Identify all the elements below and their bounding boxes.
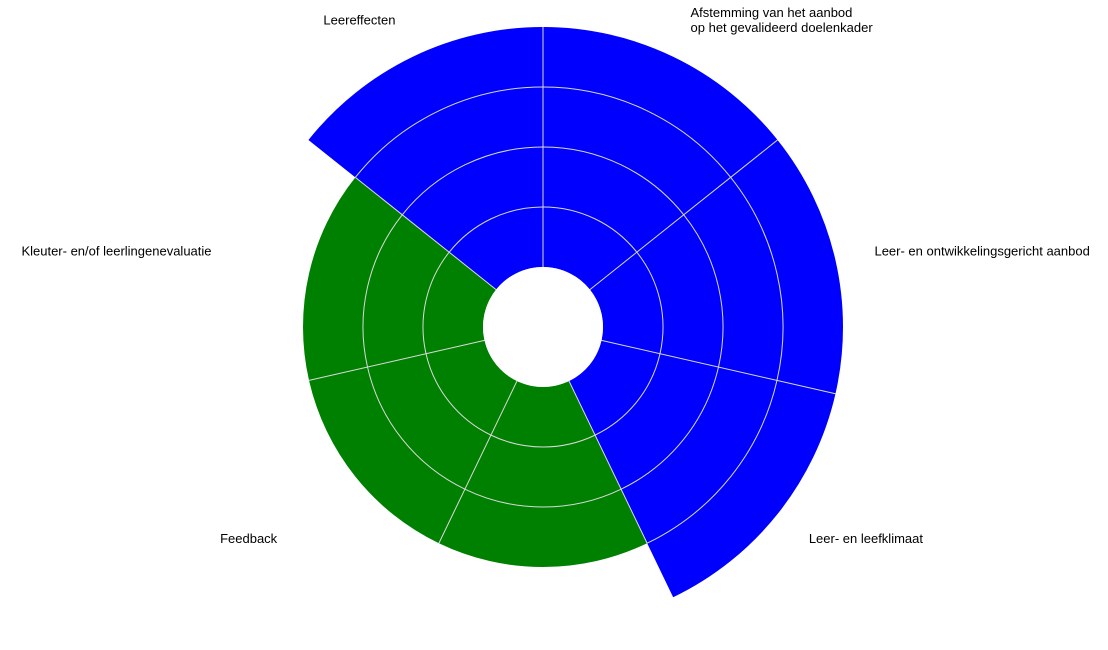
grid-ring-arc xyxy=(448,206,544,253)
grid-ring-arc xyxy=(367,366,466,490)
category-label: Feedback xyxy=(220,531,278,546)
grid-ring-arc xyxy=(542,206,638,253)
grid-ring-arc xyxy=(542,86,732,178)
category-label: Leer- en leefklimaat xyxy=(809,531,924,546)
segment-5 xyxy=(309,340,517,544)
grid-ring-arc xyxy=(490,434,596,448)
labels-layer: Afstemming van het aanbod op het gevalide… xyxy=(21,5,1089,546)
segment-1 xyxy=(543,27,778,290)
segment-6 xyxy=(303,177,497,381)
segment-2 xyxy=(589,139,843,394)
category-label: Afstemming van het aanbod op het gevalide… xyxy=(691,5,874,35)
segments-layer xyxy=(303,27,843,598)
category-label: Leer- en ontwikkelingsgericht aanbod xyxy=(874,243,1089,258)
grid-spoke xyxy=(601,339,836,395)
grid-ring-arc xyxy=(425,353,492,436)
segment-4 xyxy=(438,381,648,567)
grid-ring-arc xyxy=(620,366,719,490)
segment-3 xyxy=(569,340,836,598)
grid-ring-arc xyxy=(542,146,685,216)
grid-spoke xyxy=(355,176,497,290)
grid-ring-arc xyxy=(422,251,450,354)
segment-7 xyxy=(308,27,543,290)
category-label: Leereffecten xyxy=(323,13,395,28)
grid-spoke xyxy=(568,380,648,544)
grid-ring-arc xyxy=(636,251,664,354)
center-hole xyxy=(483,267,603,387)
grid-ring-arc xyxy=(683,214,724,368)
grid-ring-arc xyxy=(646,380,778,544)
grid-spoke xyxy=(589,139,778,290)
grid-ring-arc xyxy=(464,488,622,508)
grid-ring-arc xyxy=(362,214,403,368)
grid-spoke xyxy=(308,339,485,381)
grid-spoke xyxy=(438,380,518,544)
grid-ring-arc xyxy=(354,86,544,178)
grid-ring-arc xyxy=(730,177,784,381)
grid-layer xyxy=(308,27,836,544)
category-label: Kleuter- en/of leerlingenevaluatie xyxy=(21,243,211,258)
grid-ring-arc xyxy=(594,353,661,436)
grid-ring-arc xyxy=(401,146,544,216)
